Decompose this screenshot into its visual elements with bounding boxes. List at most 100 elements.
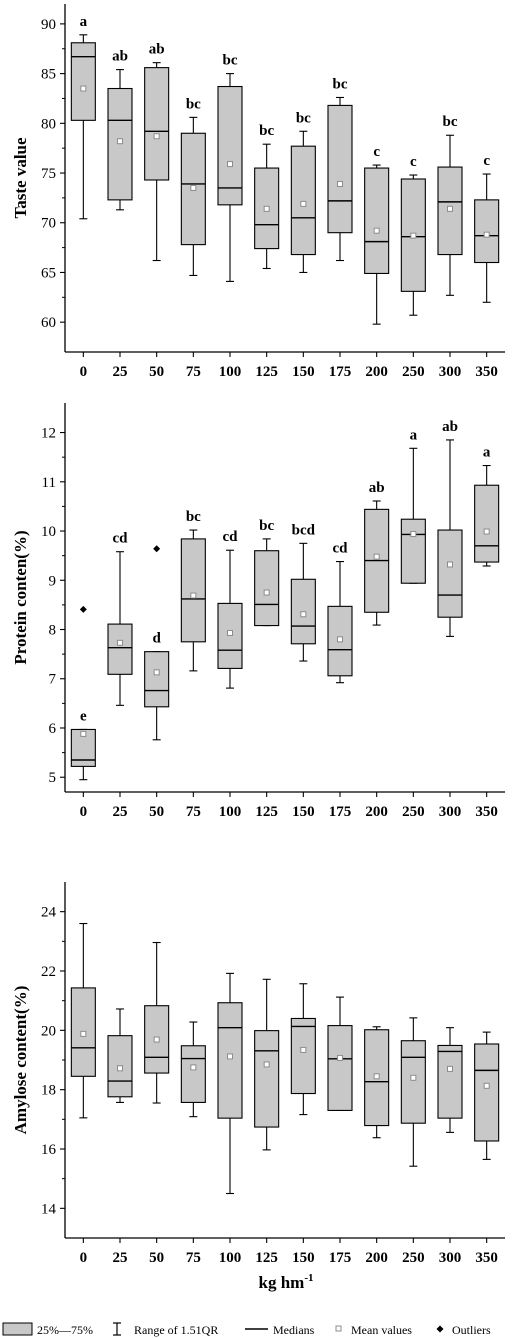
box-300	[437, 1027, 463, 1133]
significance-letter: a	[80, 14, 88, 30]
x-tick-label: 50	[149, 804, 164, 820]
taste-value-panel: 60 65 70 75 80 85 90 Taste value 0 25 50 75 100 125 15…	[11, 4, 505, 380]
x-tick-label: 125	[255, 364, 278, 380]
mean-marker	[447, 205, 453, 212]
x-tick-label: 100	[219, 1250, 242, 1266]
x-axis-title-text: kg hm	[259, 1273, 305, 1292]
box-125	[254, 978, 280, 1151]
iqr-box	[400, 518, 426, 584]
significance-letter: bc	[296, 110, 311, 126]
mean-marker	[447, 1065, 453, 1072]
mean-marker	[410, 232, 417, 239]
box-50: ab	[144, 42, 170, 262]
x-axis-title-superscript: -1	[304, 1272, 313, 1284]
y-tick-label: 8	[49, 623, 57, 639]
x-tick-label: 0	[80, 804, 88, 820]
significance-letter: bc	[186, 509, 201, 525]
significance-letter: a	[410, 427, 418, 443]
iqr-box	[364, 167, 390, 275]
significance-letter: c	[410, 154, 417, 170]
legend-median-label: Medians	[273, 1323, 315, 1337]
mean-marker	[483, 231, 490, 238]
y-tick-label: 75	[41, 166, 56, 182]
box-350	[474, 1031, 500, 1160]
y-axis-title: Amylose content(%)	[11, 986, 30, 1135]
legend-outlier-symbol	[436, 1325, 444, 1333]
y-tick-label: 5	[49, 770, 57, 786]
x-tick-label: 0	[80, 364, 88, 380]
y-axis-title: Protein conten(%)	[11, 530, 30, 664]
box-75	[180, 1021, 206, 1118]
x-tick-label: 175	[329, 804, 352, 820]
legend-box-swatch	[2, 1322, 33, 1336]
x-tick-label: 100	[219, 804, 242, 820]
y-tick-label: 20	[41, 1023, 56, 1039]
mean-marker	[227, 1053, 233, 1060]
iqr-box	[290, 1017, 316, 1095]
x-tick-label: 200	[365, 364, 388, 380]
x-tick-label: 150	[292, 1250, 315, 1266]
box-250	[400, 1017, 426, 1167]
y-tick-label: 80	[41, 116, 56, 132]
significance-letter: cd	[223, 529, 239, 545]
x-tick-label: 175	[329, 364, 352, 380]
x-tick-label: 75	[186, 1250, 201, 1266]
box-200: ab	[364, 480, 390, 626]
x-tick-label: 50	[149, 364, 164, 380]
box-250: c	[400, 154, 426, 316]
box-250: a	[400, 427, 426, 584]
y-tick-label: 24	[41, 905, 57, 921]
mean-marker	[80, 730, 87, 737]
iqr-box	[254, 550, 280, 627]
outlier-marker	[79, 605, 87, 613]
mean-marker	[373, 553, 380, 560]
y-tick-label: 9	[49, 573, 57, 589]
x-tick-label: 75	[186, 804, 201, 820]
iqr-box	[107, 623, 133, 675]
box-25	[107, 1008, 133, 1103]
x-tick-label: 0	[80, 1250, 88, 1266]
iqr-box	[180, 538, 206, 643]
mean-marker	[117, 138, 123, 145]
x-tick-label: 125	[255, 804, 278, 820]
significance-letter: ab	[369, 480, 385, 496]
y-tick-label: 10	[41, 524, 56, 540]
significance-letter: bc	[259, 123, 274, 139]
protein-content-panel: 5 6 7 8 9 10 11 12 Protein conten(%) 0 25 50 75 100 12…	[11, 403, 505, 820]
x-tick-label: 150	[292, 804, 315, 820]
x-tick-label: 250	[402, 364, 425, 380]
y-tick-label: 16	[41, 1142, 57, 1158]
x-tick-label: 25	[113, 804, 128, 820]
mean-marker	[373, 1073, 380, 1080]
mean-marker	[337, 180, 343, 187]
mean-marker	[300, 611, 307, 618]
iqr-box	[290, 145, 316, 256]
iqr-box	[144, 651, 170, 708]
significance-letter: a	[483, 445, 491, 461]
y-tick-label: 18	[41, 1083, 56, 1099]
box-25: cd	[107, 531, 133, 706]
x-tick-label: 175	[329, 1250, 352, 1266]
x-tick-label: 350	[475, 1250, 498, 1266]
box-25: ab	[107, 49, 133, 211]
box-150: bcd	[290, 522, 316, 662]
mean-marker	[483, 528, 490, 535]
mean-marker	[410, 1074, 417, 1081]
iqr-box	[70, 42, 96, 121]
significance-letter: c	[373, 144, 380, 160]
mean-marker	[80, 85, 87, 92]
y-tick-label: 12	[41, 426, 56, 442]
mean-marker	[263, 205, 270, 212]
x-tick-label: 75	[186, 364, 201, 380]
x-axis-title: kg hm-1	[259, 1272, 314, 1292]
iqr-box	[327, 1025, 353, 1111]
x-tick-label: 250	[402, 1250, 425, 1266]
mean-marker	[263, 1061, 270, 1068]
box-50	[144, 941, 170, 1104]
box-75: bc	[180, 96, 206, 276]
y-tick-label: 85	[41, 67, 56, 83]
x-tick-label: 350	[475, 804, 498, 820]
y-tick-label: 7	[49, 672, 57, 688]
mean-marker	[80, 1030, 87, 1037]
box-175: bc	[327, 76, 353, 262]
